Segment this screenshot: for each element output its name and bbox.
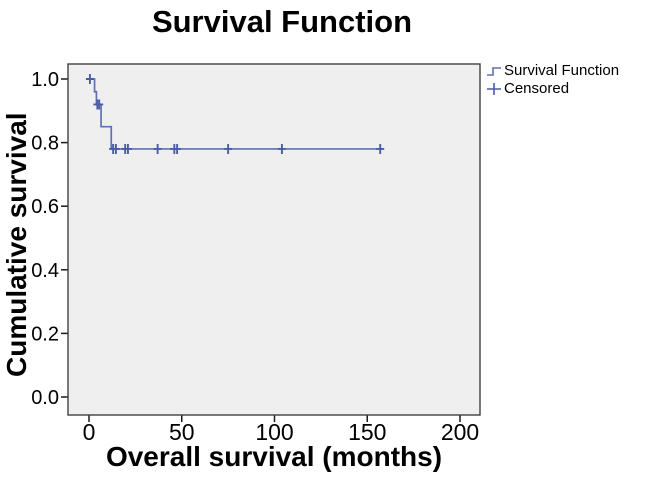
y-tick-label: 0.4: [31, 260, 59, 282]
legend-label: Survival Function: [504, 62, 620, 79]
x-tick-label: 150: [348, 419, 386, 445]
y-tick-label: 0.0: [31, 387, 59, 409]
x-axis-title: Overall survival (months): [105, 441, 443, 472]
legend-label: Censored: [504, 80, 570, 97]
x-tick-label: 0: [83, 419, 96, 445]
y-tick-label: 0.2: [31, 323, 59, 345]
x-tick-label: 200: [441, 419, 479, 445]
censored-marker: [111, 143, 120, 154]
plot-background: [68, 64, 480, 415]
plus-icon: [486, 82, 504, 96]
y-tick-label: 0.6: [31, 196, 59, 218]
censored-marker: [173, 143, 182, 154]
censored-marker: [123, 143, 132, 154]
censored-marker: [224, 143, 233, 154]
chart-title: Survival Function: [151, 4, 413, 39]
x-tick-label: 100: [255, 419, 293, 445]
censored-marker: [376, 143, 385, 154]
censored-marker: [95, 99, 104, 110]
censored-marker: [153, 143, 162, 154]
censored-marker: [85, 74, 94, 84]
censored-marker: [277, 143, 286, 154]
plot-border: [67, 63, 481, 416]
legend-item-survival-function: Survival Function: [486, 62, 619, 80]
step-line-icon: [486, 64, 504, 78]
legend: Survival Function Censored: [486, 62, 619, 98]
x-tick-label: 50: [169, 419, 195, 445]
y-tick-label: 1.0: [31, 69, 59, 91]
legend-item-censored: Censored: [486, 80, 619, 98]
y-tick-label: 0.8: [31, 133, 59, 155]
